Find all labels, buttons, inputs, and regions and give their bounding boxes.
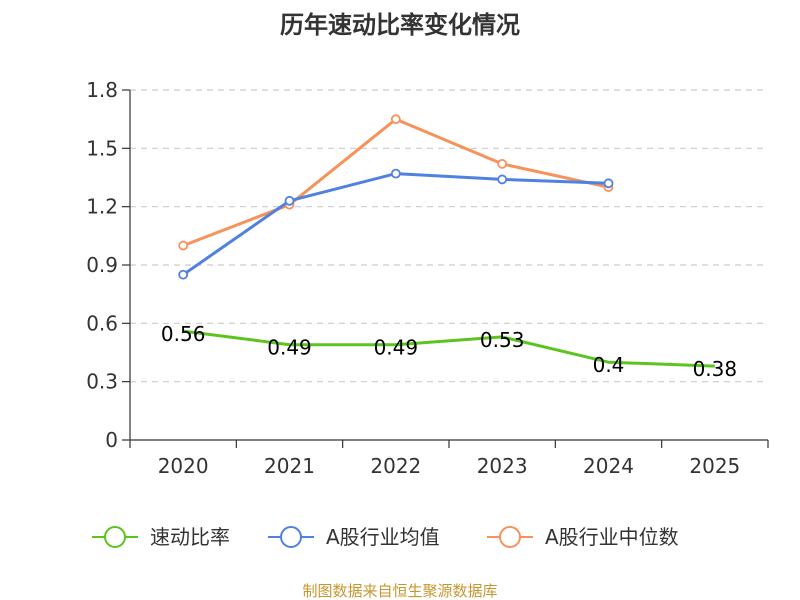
legend-marker <box>280 526 302 548</box>
axes: 0 0.3 0.6 0.9 1.2 1.5 1.8 2020 2021 2022 2023 2024 2… <box>86 78 769 478</box>
data-label: 0.56 <box>161 322 206 346</box>
data-point <box>390 114 401 125</box>
data-label: 0.49 <box>374 336 419 360</box>
x-tick-label: 2025 <box>689 454 740 478</box>
data-point <box>603 178 614 189</box>
series-line-1 <box>182 172 609 276</box>
legend: 速动比率 A股行业均值 A股行业中位数 <box>92 525 679 549</box>
y-tick-label: 0.3 <box>86 370 118 394</box>
x-tick-label: 2022 <box>370 454 421 478</box>
legend-marker <box>104 526 126 548</box>
data-label: 0.4 <box>593 353 625 377</box>
series-line-0 <box>183 329 715 368</box>
data-point <box>178 269 189 280</box>
data-label: 0.49 <box>267 336 312 360</box>
data-labels: 0.56 0.49 0.49 0.53 0.4 0.38 <box>161 322 737 381</box>
data-point <box>497 174 508 185</box>
y-tick-label: 0 <box>105 428 118 452</box>
y-tick-label: 0.6 <box>86 311 118 335</box>
data-point <box>390 168 401 179</box>
grid-lines <box>130 89 768 383</box>
x-tick-label: 2021 <box>264 454 315 478</box>
series-lines <box>178 114 715 368</box>
legend-marker <box>499 526 521 548</box>
x-tick-label: 2020 <box>158 454 209 478</box>
y-tick-label: 1.5 <box>86 136 118 160</box>
y-tick-label: 0.9 <box>86 253 118 277</box>
x-tick-label: 2024 <box>583 454 634 478</box>
y-tick-label: 1.8 <box>86 78 118 102</box>
data-point <box>497 158 508 169</box>
data-label: 0.38 <box>693 357 738 381</box>
y-tick-label: 1.2 <box>86 195 118 219</box>
x-tick-label: 2023 <box>477 454 528 478</box>
source-note: 制图数据来自恒生聚源数据库 <box>302 582 497 600</box>
data-point <box>284 195 295 206</box>
legend-label: 速动比率 <box>150 525 230 549</box>
legend-label: A股行业中位数 <box>545 525 679 549</box>
data-label: 0.53 <box>480 328 525 352</box>
legend-label: A股行业均值 <box>326 525 440 549</box>
chart-title: 历年速动比率变化情况 <box>280 11 520 39</box>
data-point <box>178 240 189 251</box>
